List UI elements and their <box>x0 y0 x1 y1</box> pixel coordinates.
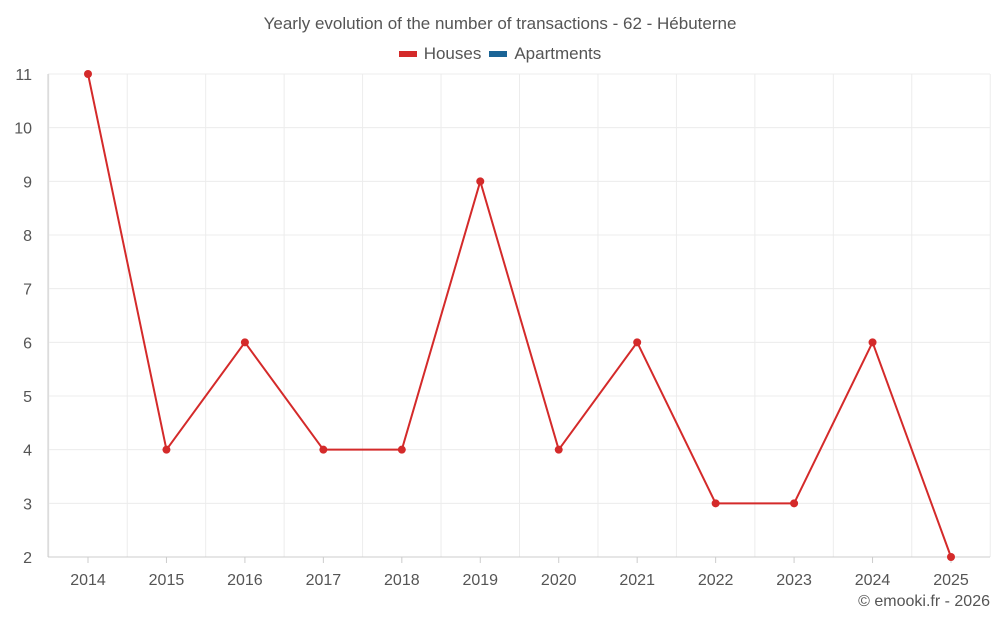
legend-item-apartments[interactable]: Apartments <box>489 44 601 64</box>
data-point-houses[interactable] <box>476 177 485 186</box>
data-point-houses[interactable] <box>162 445 171 454</box>
tick-labels: 2 3 4 5 6 7 8 9 10 11 2014 2015 2016 2017 2018 2019 2020… <box>14 67 969 589</box>
x-tick-label: 2017 <box>306 572 342 589</box>
grid <box>48 73 991 558</box>
data-point-houses[interactable] <box>240 338 249 347</box>
legend-item-houses[interactable]: Houses <box>398 44 482 64</box>
footer-credit: © emooki.fr - 2026 <box>858 593 990 610</box>
series-layer <box>84 70 955 561</box>
axes <box>47 74 990 563</box>
data-point-houses[interactable] <box>554 445 563 454</box>
y-tick-label: 6 <box>23 335 32 352</box>
legend-label-houses: Houses <box>423 44 482 63</box>
legend-swatch-apartments <box>489 51 508 57</box>
x-tick-label: 2021 <box>619 572 655 589</box>
data-point-houses[interactable] <box>868 338 877 347</box>
y-tick-label: 8 <box>23 228 32 245</box>
y-tick-label: 7 <box>23 282 32 299</box>
data-point-houses[interactable] <box>84 70 92 78</box>
x-tick-label: 2014 <box>70 572 106 589</box>
data-point-houses[interactable] <box>397 445 406 454</box>
x-tick-label: 2023 <box>776 572 812 589</box>
x-tick-label: 2015 <box>149 572 185 589</box>
y-tick-label: 3 <box>23 496 32 513</box>
y-tick-label: 5 <box>23 389 32 406</box>
x-tick-label: 2022 <box>698 572 734 589</box>
chart-title: Yearly evolution of the number of transa… <box>263 14 737 33</box>
x-tick-label: 2018 <box>384 572 420 589</box>
data-point-houses[interactable] <box>711 499 720 508</box>
data-point-houses[interactable] <box>319 445 328 454</box>
y-tick-label: 11 <box>15 67 32 84</box>
y-tick-label: 2 <box>23 550 32 567</box>
y-tick-label: 4 <box>23 443 32 460</box>
x-tick-label: 2019 <box>462 572 498 589</box>
legend: Houses Apartments <box>0 44 1000 64</box>
x-tick-label: 2016 <box>227 572 263 589</box>
legend-swatch-houses <box>398 51 417 57</box>
y-tick-label: 9 <box>23 174 32 191</box>
x-tick-label: 2025 <box>933 572 969 589</box>
series-line-houses <box>87 73 952 558</box>
data-point-houses[interactable] <box>947 553 955 561</box>
x-tick-label: 2024 <box>855 572 891 589</box>
data-point-houses[interactable] <box>633 338 642 347</box>
y-tick-label: 10 <box>14 121 32 138</box>
legend-label-apartments: Apartments <box>514 44 602 63</box>
x-tick-label: 2020 <box>541 572 577 589</box>
data-point-houses[interactable] <box>790 499 799 508</box>
